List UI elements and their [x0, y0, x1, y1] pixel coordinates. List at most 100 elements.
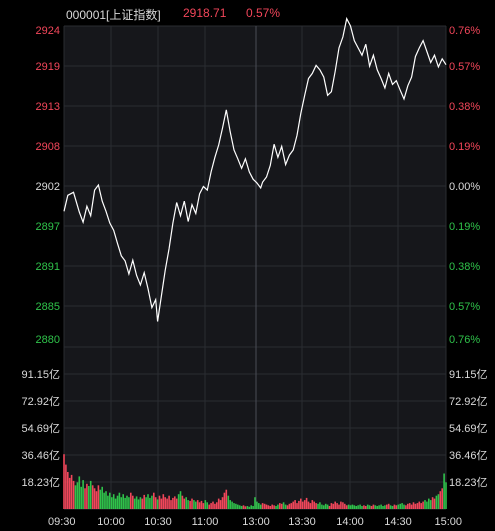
volume-bar — [292, 501, 294, 509]
volume-bar — [363, 505, 365, 509]
volume-bar — [384, 505, 386, 509]
volume-bar — [368, 505, 371, 509]
volume-bar — [317, 503, 319, 509]
volume-bar — [296, 503, 298, 509]
volume-bar — [141, 498, 144, 509]
volume-bar — [370, 506, 373, 509]
volume-bar — [277, 504, 279, 509]
volume-bar — [95, 491, 98, 509]
volume-bar — [181, 495, 184, 509]
volume-bar — [275, 506, 277, 509]
volume-bar — [162, 494, 165, 509]
volume-bar — [286, 505, 289, 509]
volume-bar — [387, 503, 390, 509]
volume-bar — [174, 496, 176, 509]
chart-panel — [64, 26, 446, 509]
price-axis-left-label: 2897 — [36, 221, 60, 233]
volume-bar — [89, 480, 92, 509]
volume-bar — [166, 498, 168, 509]
volume-bar — [254, 497, 256, 509]
volume-bar — [403, 504, 405, 509]
volume-bar — [336, 503, 338, 509]
volume-bar — [153, 492, 155, 509]
time-axis-label: 13:30 — [288, 516, 316, 528]
volume-bar — [393, 504, 396, 509]
volume-bar — [353, 505, 356, 509]
price-axis-left-label: 2885 — [36, 301, 60, 313]
volume-bar — [86, 483, 88, 509]
volume-bar — [288, 503, 291, 509]
volume-bar — [109, 492, 111, 509]
volume-bar — [305, 497, 308, 509]
volume-bar — [357, 505, 359, 509]
volume-bar — [65, 464, 67, 509]
price-axis-right-label: 0.57% — [449, 301, 480, 313]
volume-bars — [63, 454, 447, 509]
volume-bar — [72, 480, 75, 509]
volume-bar — [437, 494, 440, 509]
volume-axis-right-label: 18.23亿 — [449, 476, 488, 489]
volume-bar — [279, 503, 281, 509]
volume-bar — [263, 503, 266, 509]
volume-bar — [250, 505, 252, 509]
volume-bar — [441, 488, 443, 509]
volume-bar — [168, 495, 170, 509]
volume-bar — [74, 485, 77, 509]
volume-bar — [185, 497, 187, 509]
volume-bar — [97, 485, 100, 509]
price-line — [63, 16, 447, 322]
volume-bar — [242, 505, 245, 509]
volume-bar — [431, 497, 434, 509]
volume-bar — [238, 505, 241, 509]
volume-bar — [149, 497, 151, 509]
volume-bar — [340, 501, 342, 509]
volume-bar — [380, 504, 382, 509]
volume-bar — [120, 497, 123, 509]
volume-bar — [214, 503, 216, 509]
volume-bar — [195, 501, 197, 509]
volume-bar — [414, 503, 417, 509]
volume-bar — [101, 486, 103, 509]
change-percent: 0.57% — [246, 6, 281, 20]
time-axis-label: 13:00 — [242, 516, 270, 528]
volume-bar — [179, 491, 182, 509]
volume-bar — [130, 492, 132, 509]
volume-bar — [116, 495, 119, 509]
volume-bar — [284, 504, 287, 509]
price-axis-left-label: 2902 — [36, 181, 60, 193]
volume-bar — [198, 502, 201, 509]
volume-bar — [410, 504, 413, 509]
volume-axis-left-label: 18.23亿 — [21, 476, 60, 489]
volume-bar — [261, 503, 264, 509]
volume-bar — [164, 497, 166, 509]
volume-bar — [259, 504, 262, 509]
volume-bar — [189, 500, 191, 509]
volume-bar — [349, 505, 352, 509]
volume-bar — [328, 506, 331, 509]
price-axis-right-label: 0.19% — [449, 141, 480, 153]
volume-bar — [428, 498, 430, 509]
security-code-name: 000001[上证指数] — [66, 8, 161, 22]
volume-axis-left-label: 36.46亿 — [21, 449, 60, 462]
price-axis-left-label: 2919 — [36, 61, 60, 73]
volume-bar — [424, 500, 426, 509]
volume-bar — [208, 504, 210, 509]
volume-bar — [122, 494, 124, 509]
volume-axis-right-label: 91.15亿 — [449, 368, 488, 381]
volume-bar — [210, 503, 212, 509]
volume-bar — [206, 502, 208, 509]
volume-bar — [426, 501, 428, 509]
volume-bar — [158, 495, 161, 509]
volume-bar — [80, 486, 82, 509]
volume-bar — [303, 500, 306, 509]
volume-bar — [443, 473, 445, 509]
volume-bar — [229, 500, 231, 509]
volume-bar — [78, 476, 81, 509]
volume-bar — [191, 498, 193, 509]
volume-bar — [445, 482, 447, 509]
volume-bar — [212, 501, 214, 509]
volume-bar — [269, 506, 272, 509]
volume-bar — [252, 506, 254, 509]
volume-bar — [326, 504, 329, 509]
